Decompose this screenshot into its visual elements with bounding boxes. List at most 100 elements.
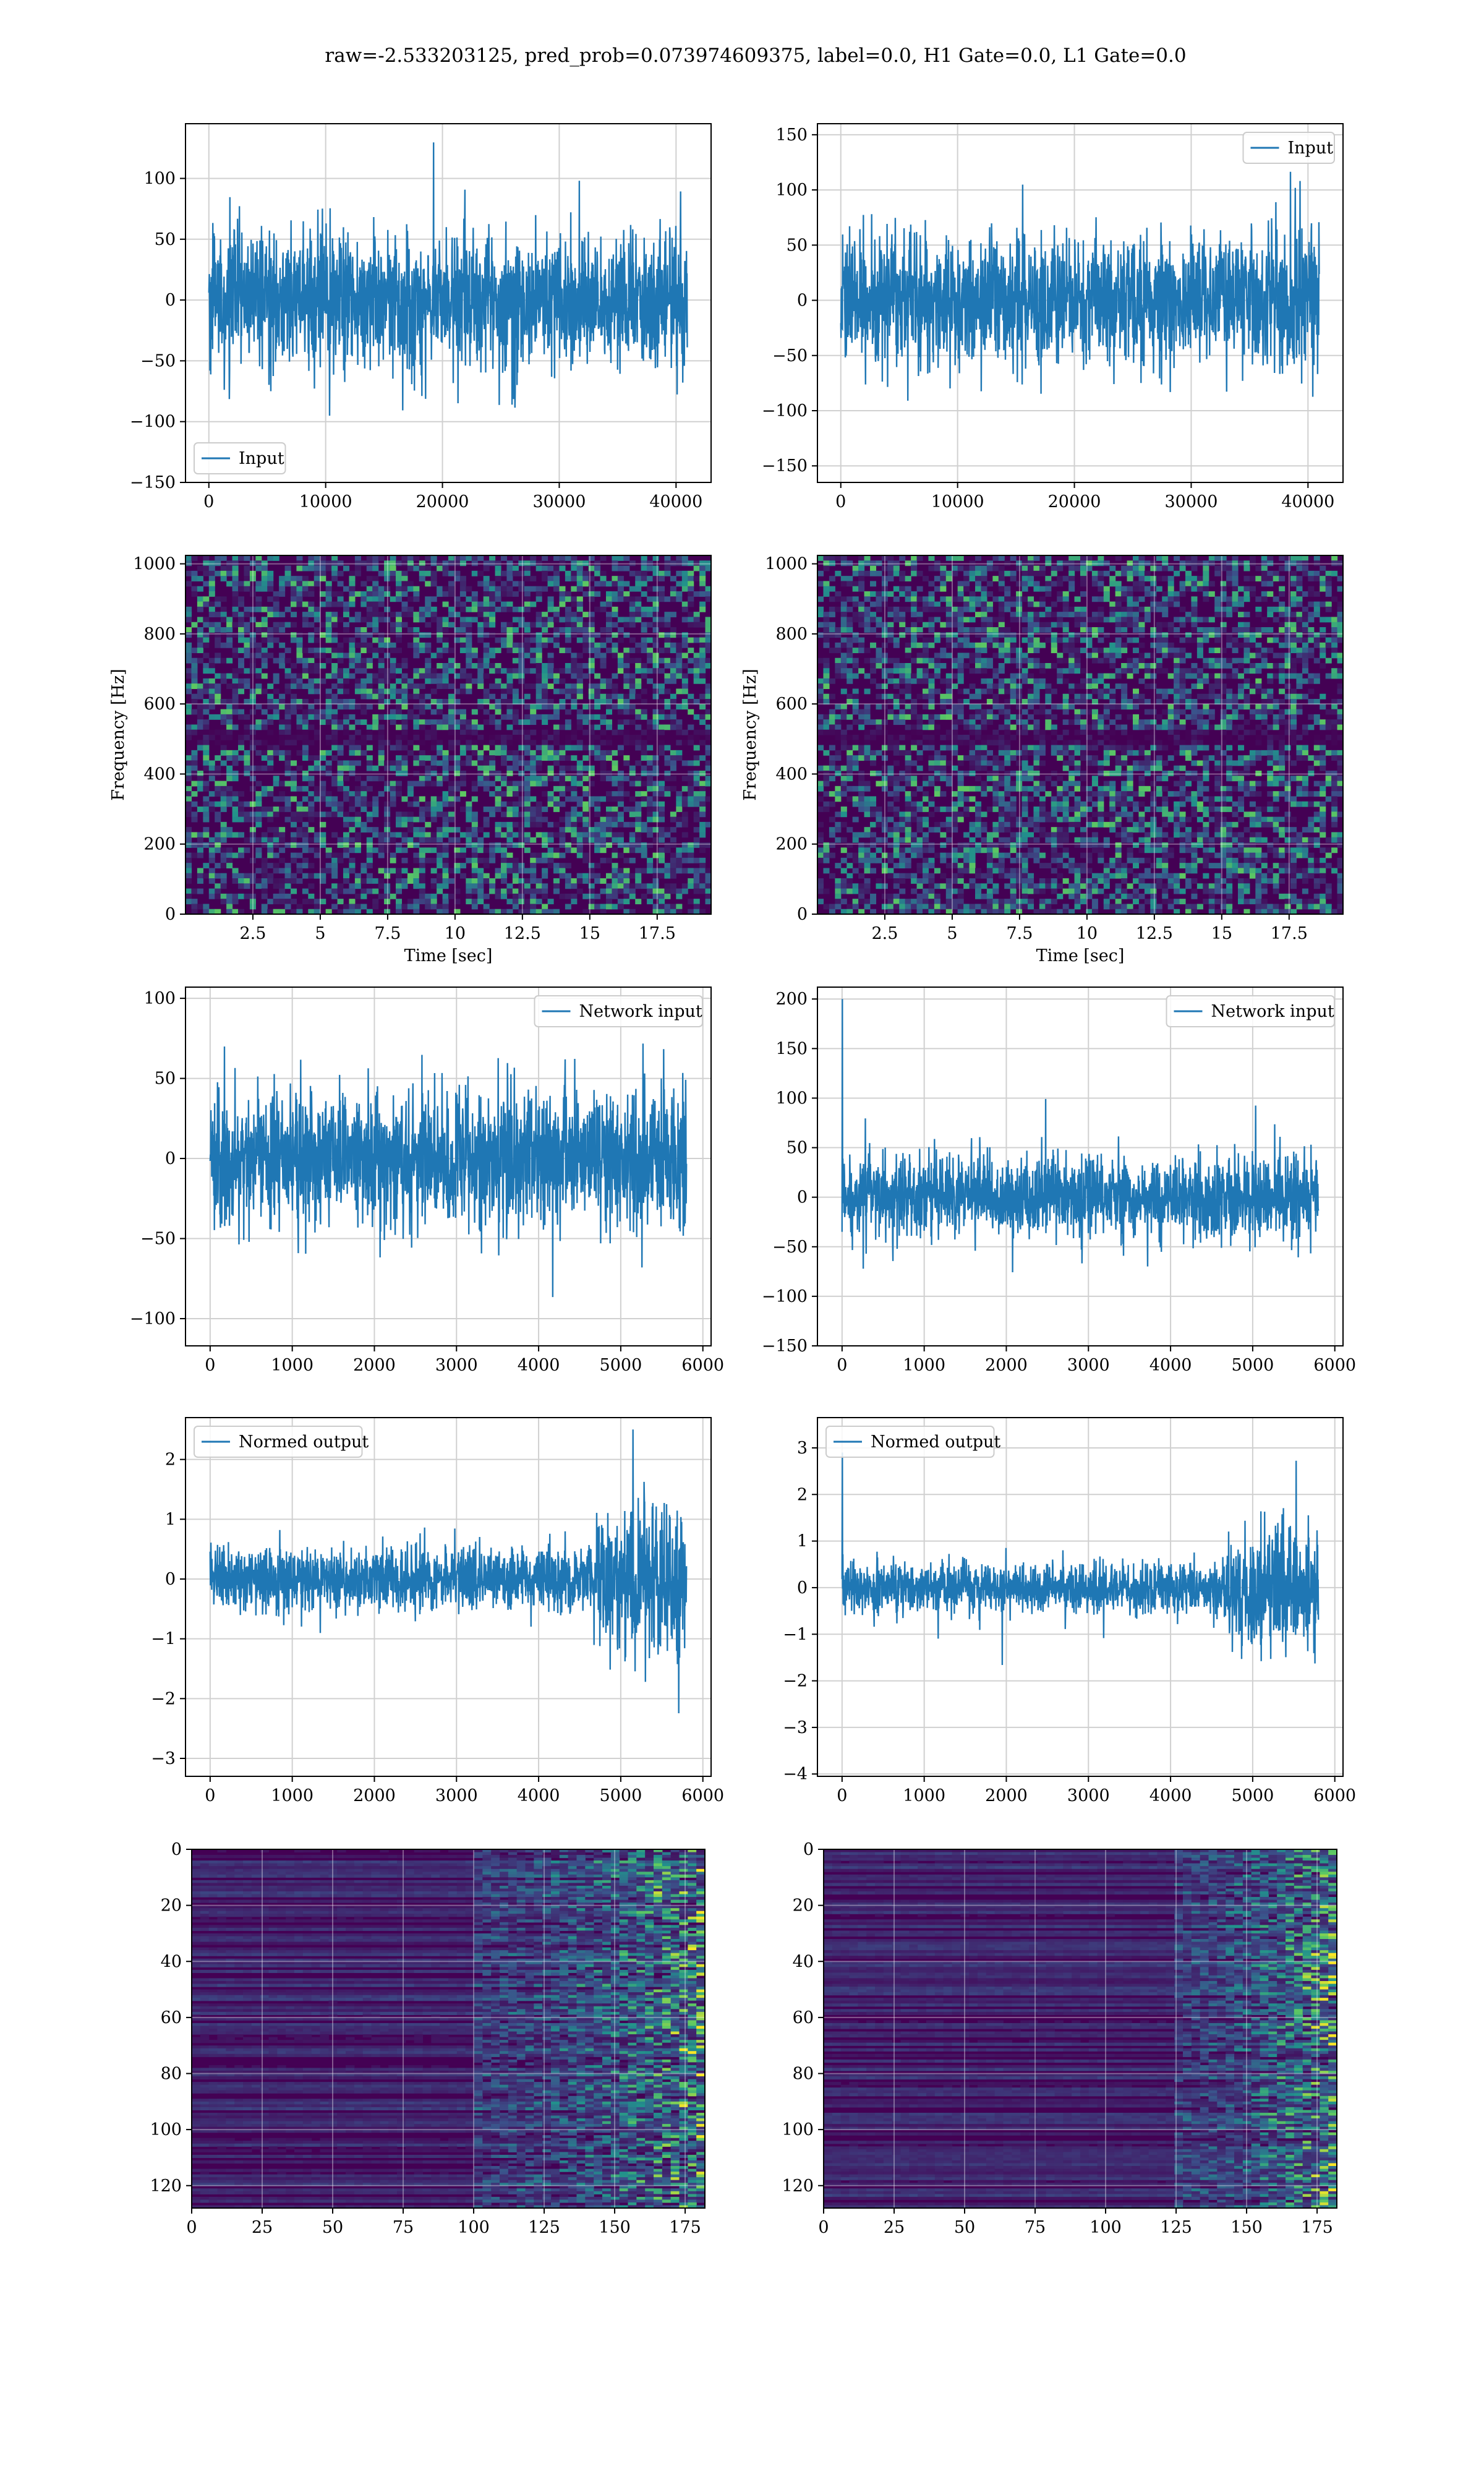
heatmap-cell xyxy=(858,873,865,879)
heatmap-cell xyxy=(623,663,630,669)
heatmap-cell xyxy=(681,857,688,863)
heatmap-cell xyxy=(870,729,877,735)
heatmap-cell xyxy=(635,657,642,664)
heatmap-cell xyxy=(641,606,647,612)
heatmap-cell xyxy=(313,688,320,695)
heatmap-cell xyxy=(407,785,414,792)
heatmap-cell xyxy=(934,904,940,910)
heatmap-cell xyxy=(923,678,929,684)
heatmap-cell xyxy=(378,668,385,674)
heatmap-cell xyxy=(887,904,894,910)
heatmap-cell xyxy=(530,648,537,654)
heatmap-cell xyxy=(975,816,982,823)
heatmap-cell xyxy=(238,883,245,889)
heatmap-cell xyxy=(255,837,262,843)
heatmap-cell xyxy=(899,688,906,695)
heatmap-cell xyxy=(681,852,688,858)
heatmap-cell xyxy=(594,745,601,751)
heatmap-cell xyxy=(232,688,239,695)
heatmap-cell xyxy=(647,760,654,766)
heatmap-cell xyxy=(612,642,618,648)
heatmap-cell xyxy=(893,750,900,756)
heatmap-cell xyxy=(518,837,525,843)
heatmap-cell xyxy=(518,740,525,746)
heatmap-cell xyxy=(623,653,630,659)
heatmap-cell xyxy=(582,893,589,899)
heatmap-cell xyxy=(829,873,835,879)
heatmap-cell xyxy=(325,868,332,874)
heatmap-cell xyxy=(852,688,859,695)
heatmap-cell xyxy=(466,627,472,633)
heatmap-cell xyxy=(858,617,865,623)
heatmap-cell xyxy=(559,586,566,592)
heatmap-cell xyxy=(506,811,513,818)
heatmap-cell xyxy=(641,560,647,567)
heatmap-cell xyxy=(565,776,571,782)
heatmap-cell xyxy=(197,657,203,664)
heatmap-cell xyxy=(846,648,853,654)
heatmap-cell xyxy=(413,632,420,638)
heatmap-cell xyxy=(699,873,706,879)
heatmap-cell xyxy=(331,745,338,751)
heatmap-cell xyxy=(419,868,425,874)
heatmap-cell xyxy=(430,811,437,818)
heatmap-cell xyxy=(559,868,566,874)
heatmap-cell xyxy=(916,785,923,792)
heatmap-cell xyxy=(220,596,227,602)
heatmap-cell xyxy=(430,673,437,679)
heatmap-cell xyxy=(952,622,958,628)
heatmap-cell xyxy=(670,873,676,879)
heatmap-cell xyxy=(659,852,665,858)
heatmap-cell xyxy=(349,591,356,597)
heatmap-cell xyxy=(407,791,414,797)
heatmap-cell xyxy=(553,888,560,894)
heatmap-cell xyxy=(876,663,882,669)
heatmap-cell xyxy=(688,560,694,567)
heatmap-cell xyxy=(688,883,694,889)
heatmap-cell xyxy=(273,699,279,704)
heatmap-cell xyxy=(437,637,443,643)
heatmap-cell xyxy=(261,888,268,894)
heatmap-cell xyxy=(823,801,830,807)
heatmap-cell xyxy=(934,560,940,567)
heatmap-cell xyxy=(325,852,332,858)
heatmap-cell xyxy=(911,776,918,782)
heatmap-cell xyxy=(267,811,274,818)
heatmap-cell xyxy=(864,785,871,792)
heatmap-cell xyxy=(835,863,842,869)
heatmap-cell xyxy=(249,663,256,669)
heatmap-cell xyxy=(337,657,344,664)
heatmap-cell xyxy=(945,642,952,648)
heatmap-cell xyxy=(448,560,455,567)
heatmap-cell xyxy=(325,909,332,914)
heatmap-cell xyxy=(489,704,496,710)
heatmap-cell xyxy=(401,745,408,751)
heatmap-cell xyxy=(957,678,964,684)
heatmap-cell xyxy=(518,657,525,664)
heatmap-cell xyxy=(349,821,356,828)
heatmap-cell xyxy=(542,693,548,700)
heatmap-cell xyxy=(840,688,847,695)
heatmap-cell xyxy=(238,714,245,720)
heatmap-cell xyxy=(606,709,613,715)
heatmap-cell xyxy=(313,714,320,720)
heatmap-cell xyxy=(325,714,332,720)
heatmap-cell xyxy=(203,565,210,571)
heatmap-cell xyxy=(325,648,332,654)
heatmap-cell xyxy=(705,878,711,884)
heatmap-cell xyxy=(981,781,987,787)
heatmap-cell xyxy=(688,622,694,628)
heatmap-cell xyxy=(477,883,484,889)
heatmap-cell xyxy=(934,776,940,782)
heatmap-cell xyxy=(635,899,642,905)
heatmap-cell xyxy=(594,837,601,843)
heatmap-cell xyxy=(244,612,250,618)
heatmap-cell xyxy=(454,796,461,802)
heatmap-cell xyxy=(688,570,694,576)
heatmap-cell xyxy=(612,883,618,889)
heatmap-cell xyxy=(273,899,279,905)
heatmap-cell xyxy=(588,724,595,730)
heatmap-cell xyxy=(617,852,624,858)
heatmap-cell xyxy=(296,735,303,740)
heatmap-cell xyxy=(664,842,671,848)
